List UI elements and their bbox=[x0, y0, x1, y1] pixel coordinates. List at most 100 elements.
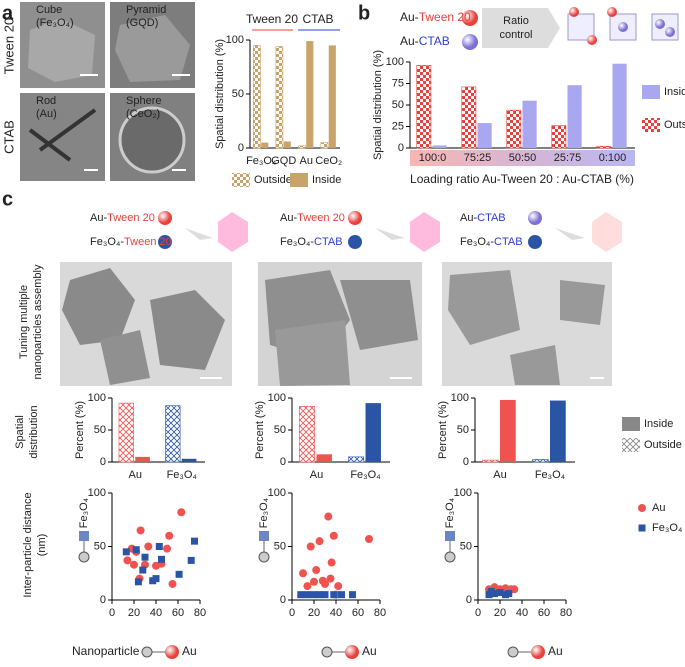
bar bbox=[298, 145, 306, 149]
fe-icon bbox=[259, 531, 269, 541]
ligand-name: CTAB bbox=[494, 236, 523, 248]
x-tick-label: 80 bbox=[560, 607, 572, 619]
point bbox=[158, 555, 165, 563]
particle-name: Au- bbox=[460, 212, 477, 224]
x-tick-label: 75:25 bbox=[464, 152, 492, 164]
x-axis-label: Au bbox=[548, 644, 563, 658]
x-tick-label: 40 bbox=[516, 607, 528, 619]
x-tick-label: Fe₃O₄ bbox=[246, 155, 277, 167]
row-label: Tween 20 bbox=[1, 18, 16, 74]
y-axis-label: Spatial distribution (%) bbox=[372, 50, 384, 160]
image-label: Sphere bbox=[126, 95, 161, 107]
y-tick-label: 0 bbox=[100, 456, 106, 468]
x-tick-label: Au bbox=[129, 469, 142, 481]
ligand-name: CTAB bbox=[314, 236, 343, 248]
particle-label: Fe₃O₄-CTAB bbox=[280, 236, 343, 248]
point bbox=[330, 591, 338, 599]
particle-label: Au-Tween 20 bbox=[400, 10, 471, 24]
bar bbox=[500, 399, 516, 462]
au-icon bbox=[531, 645, 545, 659]
particle-name: Au- bbox=[400, 10, 419, 24]
particle-label: Fe₃O₄-Tween 20 bbox=[90, 236, 172, 248]
y-tick-label: 100 bbox=[451, 392, 469, 404]
x-tick-label: 0:100 bbox=[599, 152, 627, 164]
point bbox=[303, 591, 311, 599]
bar bbox=[348, 456, 365, 463]
y-tick-label: 0 bbox=[280, 594, 286, 606]
bar bbox=[432, 145, 447, 148]
bar bbox=[550, 400, 566, 462]
row-label: Spatial bbox=[14, 415, 26, 449]
y-axis-label: Percent (%) bbox=[74, 401, 86, 459]
row-label: CTAB bbox=[1, 120, 16, 154]
y-tick-label: 100 bbox=[88, 392, 106, 404]
au-icon bbox=[165, 645, 179, 659]
point bbox=[141, 553, 149, 561]
point bbox=[163, 544, 171, 553]
bar bbox=[275, 46, 284, 149]
legend-swatch bbox=[642, 118, 660, 132]
ligand-name: Tween 20 bbox=[107, 212, 155, 224]
y-axis-label: Fe₃O₄ bbox=[78, 497, 90, 528]
bar bbox=[482, 459, 499, 463]
x-axis-label: Au bbox=[362, 644, 377, 658]
bar bbox=[283, 141, 291, 148]
x-tick-label: 60 bbox=[538, 607, 550, 619]
x-tick-label: CeO₂ bbox=[315, 155, 342, 167]
particle-name: Au- bbox=[400, 34, 419, 48]
x-tick-label: 0 bbox=[289, 607, 295, 619]
point bbox=[139, 566, 147, 574]
y-tick-label: 50 bbox=[94, 540, 106, 552]
legend-label: Inside bbox=[664, 86, 685, 98]
point bbox=[329, 531, 338, 540]
panel-label: a bbox=[2, 2, 14, 24]
point bbox=[315, 537, 324, 546]
legend-marker bbox=[638, 524, 646, 532]
bar bbox=[477, 123, 492, 148]
dot-icon bbox=[78, 551, 90, 563]
point bbox=[310, 577, 318, 586]
x-tick-label: 100:0 bbox=[419, 152, 447, 164]
bar bbox=[506, 109, 522, 149]
x-tick-label: 80 bbox=[194, 607, 206, 619]
y-tick-label: 25 bbox=[392, 120, 404, 132]
row-label: (nm) bbox=[36, 534, 48, 557]
bar bbox=[118, 402, 134, 463]
panel-label: c bbox=[2, 188, 13, 210]
ligand-name: CTAB bbox=[419, 34, 450, 48]
image-label: Rod bbox=[36, 95, 56, 107]
point bbox=[338, 591, 345, 599]
fe-icon bbox=[79, 531, 89, 541]
arrow-label: Ratio bbox=[503, 15, 529, 27]
particle-name: Au- bbox=[280, 212, 297, 224]
y-tick-label: 100 bbox=[88, 487, 106, 499]
x-tick-label: 20 bbox=[494, 607, 506, 619]
image-label: (CeO₂) bbox=[126, 108, 160, 120]
point bbox=[168, 579, 177, 588]
legend-label: Inside bbox=[312, 174, 341, 186]
bar bbox=[306, 41, 314, 148]
x-tick-label: GQD bbox=[271, 155, 296, 167]
x-tick-label: 40 bbox=[150, 607, 162, 619]
point bbox=[306, 542, 315, 551]
bar bbox=[253, 45, 261, 149]
point bbox=[299, 569, 307, 578]
point bbox=[505, 590, 513, 598]
point bbox=[303, 582, 312, 591]
y-tick-label: 0 bbox=[466, 594, 472, 606]
y-axis-label: Percent (%) bbox=[254, 401, 266, 459]
legend-label: Inside bbox=[644, 418, 673, 430]
point bbox=[324, 512, 333, 521]
bar bbox=[261, 142, 269, 148]
ligand-name: CTAB bbox=[477, 212, 506, 224]
point bbox=[152, 575, 160, 583]
x-axis-label: Loading ratio Au-Tween 20 : Au-CTAB (%) bbox=[410, 172, 634, 186]
y-tick-label: 100 bbox=[268, 392, 286, 404]
x-tick-label: 60 bbox=[172, 607, 184, 619]
legend-label: Outside bbox=[644, 439, 682, 451]
y-tick-label: 50 bbox=[232, 88, 244, 100]
x-caption: Nanoparticle bbox=[72, 644, 140, 658]
point bbox=[326, 574, 335, 583]
bar bbox=[596, 145, 612, 149]
y-tick-label: 0 bbox=[100, 594, 106, 606]
